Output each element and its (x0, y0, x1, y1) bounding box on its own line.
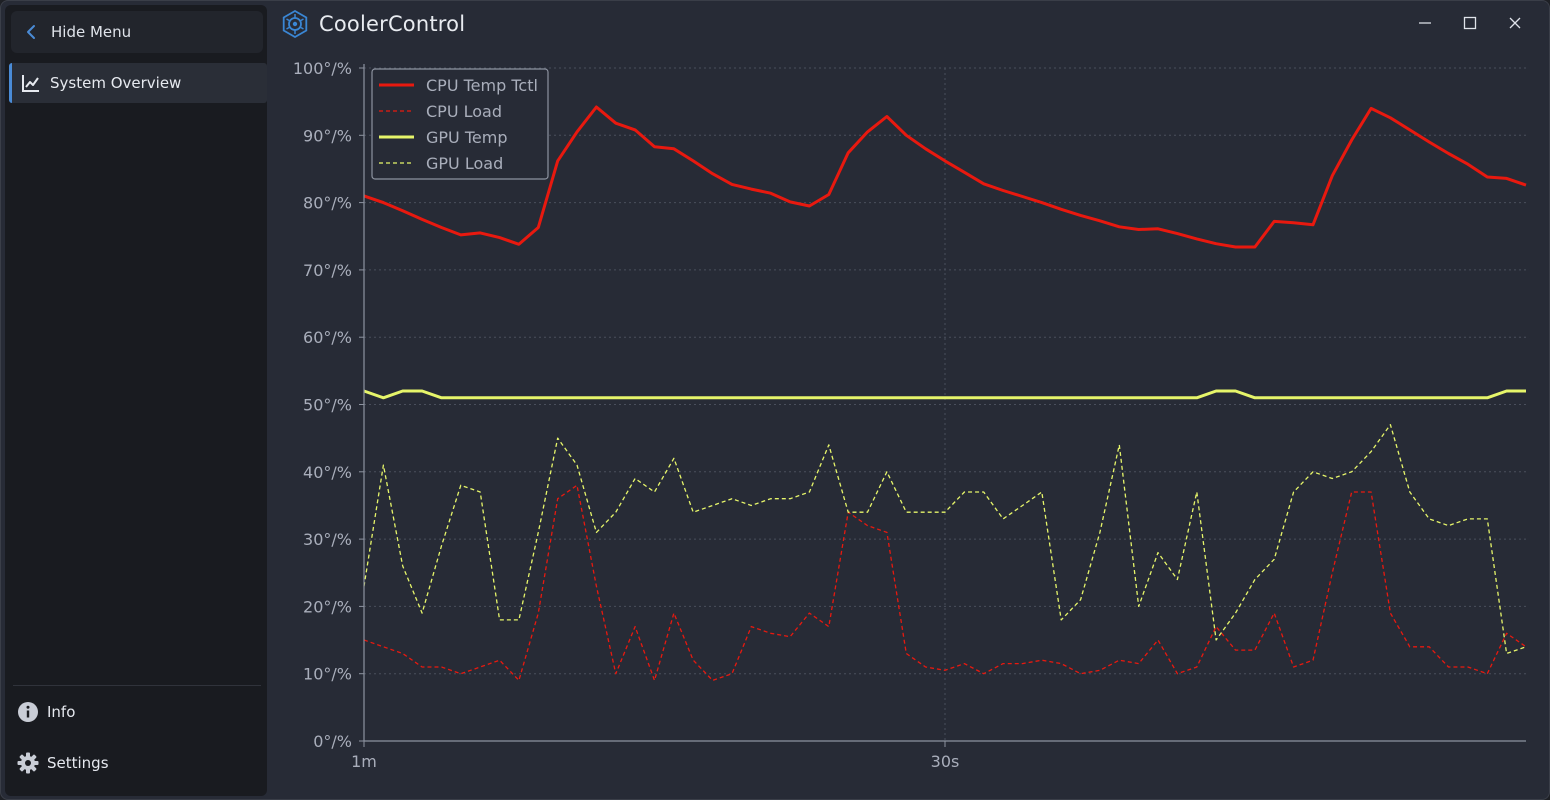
window-controls (1402, 9, 1537, 37)
y-tick-label: 30°/% (303, 530, 352, 549)
x-tick-label: 1m (351, 752, 377, 771)
legend-label: CPU Load (426, 102, 502, 121)
y-tick-label: 80°/% (303, 194, 352, 213)
y-tick-label: 10°/% (303, 665, 352, 684)
gear-icon (9, 752, 47, 774)
y-tick-label: 20°/% (303, 597, 352, 616)
system-overview-chart[interactable]: 0°/% 10°/% 20°/% 30°/% 40°/% 50°/% 60°/% 70°/% 8… (271, 41, 1549, 796)
series-line-cpu-temp-tctl[interactable] (363, 105, 1527, 249)
x-tick-label: 30s (931, 752, 960, 771)
close-icon (1509, 17, 1520, 29)
sidebar-item-system-overview[interactable]: System Overview (9, 63, 267, 103)
series-line-gpu-load[interactable] (363, 424, 1527, 655)
y-tick-label: 100°/% (293, 59, 352, 78)
coolercontrol-logo-icon (281, 9, 309, 39)
legend-label: GPU Temp (426, 128, 507, 147)
y-tick-label: 0°/% (313, 732, 352, 751)
legend-label: GPU Load (426, 154, 503, 173)
legend-box (371, 68, 549, 180)
sidebar-item-label: System Overview (50, 74, 182, 92)
sidebar: Hide Menu System Overview Info (5, 5, 267, 796)
y-tick-label: 60°/% (303, 328, 352, 347)
legend-label: CPU Temp Tctl (426, 76, 538, 95)
hide-menu-label: Hide Menu (51, 23, 132, 41)
y-tick-label: 70°/% (303, 261, 352, 280)
maximize-icon (1463, 16, 1476, 30)
title-bar: CoolerControl (281, 7, 465, 41)
y-tick-label: 50°/% (303, 396, 352, 415)
app-title: CoolerControl (319, 12, 466, 36)
minimize-button[interactable] (1402, 9, 1447, 37)
hide-menu-button[interactable]: Hide Menu (11, 11, 263, 53)
minimize-icon (1418, 22, 1431, 24)
close-button[interactable] (1492, 9, 1537, 37)
maximize-button[interactable] (1447, 9, 1492, 37)
sidebar-item-settings[interactable]: Settings (9, 743, 267, 783)
sidebar-item-info[interactable]: Info (9, 692, 267, 732)
y-tick-label: 40°/% (303, 463, 352, 482)
info-icon (9, 701, 47, 723)
chart-svg[interactable]: 0°/% 10°/% 20°/% 30°/% 40°/% 50°/% 60°/% 70°/% 8… (271, 41, 1549, 796)
y-tick-label: 90°/% (303, 126, 352, 145)
sidebar-item-label: Info (47, 703, 76, 721)
series-line-cpu-load[interactable] (363, 484, 1527, 682)
chevron-left-icon (11, 24, 51, 40)
sidebar-item-label: Settings (47, 754, 109, 772)
chart-line-icon (12, 73, 50, 93)
series-line-gpu-temp[interactable] (363, 389, 1526, 400)
sidebar-divider (13, 685, 261, 686)
